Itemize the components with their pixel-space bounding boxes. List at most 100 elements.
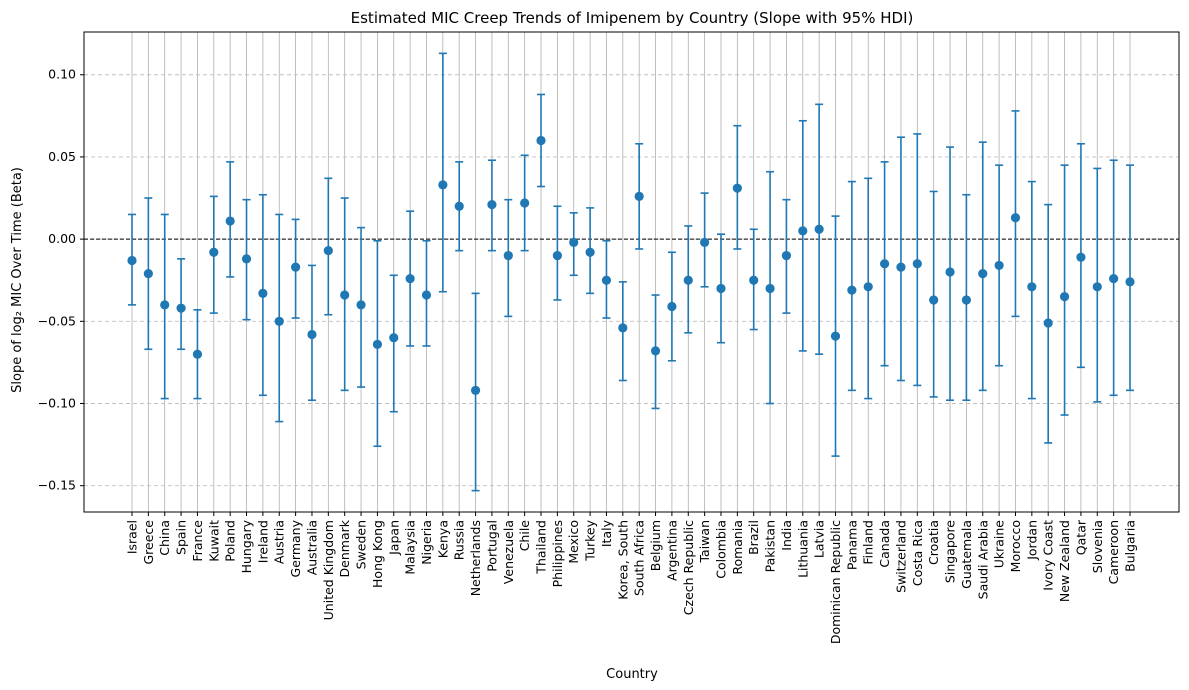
x-tick-label: Dominican Republic xyxy=(828,520,843,644)
data-point xyxy=(961,295,971,305)
x-tick-label: Czech Republic xyxy=(681,520,696,615)
data-point xyxy=(323,246,333,256)
data-point xyxy=(569,237,579,248)
x-tick-label: Qatar xyxy=(1073,519,1088,555)
x-tick-label: Netherlands xyxy=(468,520,483,596)
x-tick-label: Spain xyxy=(174,520,189,555)
x-tick-label: Finland xyxy=(861,520,876,565)
x-tick-label: United Kingdom xyxy=(321,520,336,620)
data-point xyxy=(143,269,153,279)
data-point xyxy=(830,331,841,341)
data-point xyxy=(716,283,726,294)
data-point xyxy=(372,339,383,349)
x-tick-label: Sweden xyxy=(354,520,369,569)
x-tick-label: Morocco xyxy=(1008,520,1023,572)
x-tick-label: Kuwait xyxy=(206,520,221,562)
y-tick-label: −0.10 xyxy=(38,396,76,411)
x-tick-label: South Africa xyxy=(632,520,647,596)
x-tick-label: Poland xyxy=(223,520,238,562)
x-tick-label: Cameroon xyxy=(1106,520,1121,584)
data-point xyxy=(225,216,235,226)
data-point xyxy=(667,301,677,312)
data-point xyxy=(945,267,955,277)
x-tick-label: Portugal xyxy=(484,520,499,572)
data-point xyxy=(192,349,203,359)
data-point xyxy=(470,385,481,395)
data-point xyxy=(552,250,562,261)
x-tick-label: Latvia xyxy=(812,520,827,558)
x-tick-label: Guatemala xyxy=(959,520,974,589)
x-tick-label: Hungary xyxy=(239,519,254,573)
data-point xyxy=(1027,282,1037,292)
x-tick-label: Switzerland xyxy=(893,520,908,593)
data-point xyxy=(618,323,628,333)
x-tick-label: Brazil xyxy=(746,520,761,555)
x-tick-label: Belgium xyxy=(648,520,663,571)
x-tick-label: Taiwan xyxy=(697,520,712,564)
x-tick-label: Russia xyxy=(452,520,467,560)
x-tick-label: India xyxy=(779,520,794,551)
data-point xyxy=(700,237,710,248)
x-tick-label: Pakistan xyxy=(763,520,778,572)
y-tick-label: 0.05 xyxy=(48,149,76,164)
x-tick-label: Philippines xyxy=(550,520,565,587)
x-tick-label: Japan xyxy=(386,520,401,556)
x-tick-label: New Zealand xyxy=(1057,520,1072,602)
y-axis-ticks: −0.15 −0.10 −0.05 0.00 0.05 0.10 xyxy=(38,67,84,493)
data-point xyxy=(634,191,644,201)
data-point xyxy=(765,283,775,294)
data-point xyxy=(127,255,137,266)
x-tick-label: Bulgaria xyxy=(1123,520,1138,572)
y-axis-label: Slope of log₂ MIC Over Time (Beta) xyxy=(10,167,25,393)
x-tick-label: Germany xyxy=(288,519,303,577)
y-tick-label: −0.05 xyxy=(38,313,76,328)
x-tick-label: Turkey xyxy=(583,519,598,561)
x-tick-label: Saudi Arabia xyxy=(975,520,990,599)
data-point xyxy=(487,200,497,210)
data-point xyxy=(732,183,742,193)
x-tick-label: Israel xyxy=(125,520,140,554)
x-tick-label: Mexico xyxy=(566,520,581,564)
data-point xyxy=(176,303,186,313)
x-tick-label: China xyxy=(157,520,172,556)
data-point xyxy=(1043,318,1053,328)
data-point xyxy=(585,247,595,257)
data-point xyxy=(438,180,448,190)
x-tick-label: Costa Rica xyxy=(910,520,925,586)
data-point xyxy=(389,333,399,343)
data-point xyxy=(1010,213,1021,223)
data-point xyxy=(536,135,546,146)
x-tick-label: Slovenia xyxy=(1090,520,1105,573)
x-tick-label: Greece xyxy=(141,520,156,565)
x-tick-label: Chile xyxy=(517,520,532,552)
chart-title: Estimated MIC Creep Trends of Imipenem b… xyxy=(351,9,914,27)
x-tick-label: Croatia xyxy=(926,520,941,565)
x-tick-label: Jordan xyxy=(1024,520,1039,561)
x-tick-label: Thailand xyxy=(534,520,549,575)
data-point xyxy=(863,282,873,292)
x-tick-label: Australia xyxy=(304,520,319,575)
data-point xyxy=(912,259,922,269)
x-tick-label: Nigeria xyxy=(419,520,434,565)
x-tick-label: Malaysia xyxy=(403,520,418,575)
data-point xyxy=(929,295,939,305)
x-tick-label: Venezuela xyxy=(501,520,516,584)
data-points xyxy=(127,135,1135,395)
data-point xyxy=(781,250,792,261)
x-tick-label: Kenya xyxy=(435,520,450,558)
x-tick-label: Colombia xyxy=(713,520,728,579)
data-point xyxy=(258,288,268,298)
data-point xyxy=(209,247,219,257)
x-tick-label: Ivory Coast xyxy=(1041,520,1056,591)
data-point xyxy=(601,275,612,285)
x-tick-label: Italy xyxy=(599,519,614,547)
data-point xyxy=(160,300,170,310)
data-point xyxy=(994,260,1004,271)
data-point xyxy=(896,262,906,272)
data-point xyxy=(307,329,317,340)
x-tick-label: Denmark xyxy=(337,519,352,577)
data-point xyxy=(405,273,415,284)
data-point xyxy=(749,275,759,285)
